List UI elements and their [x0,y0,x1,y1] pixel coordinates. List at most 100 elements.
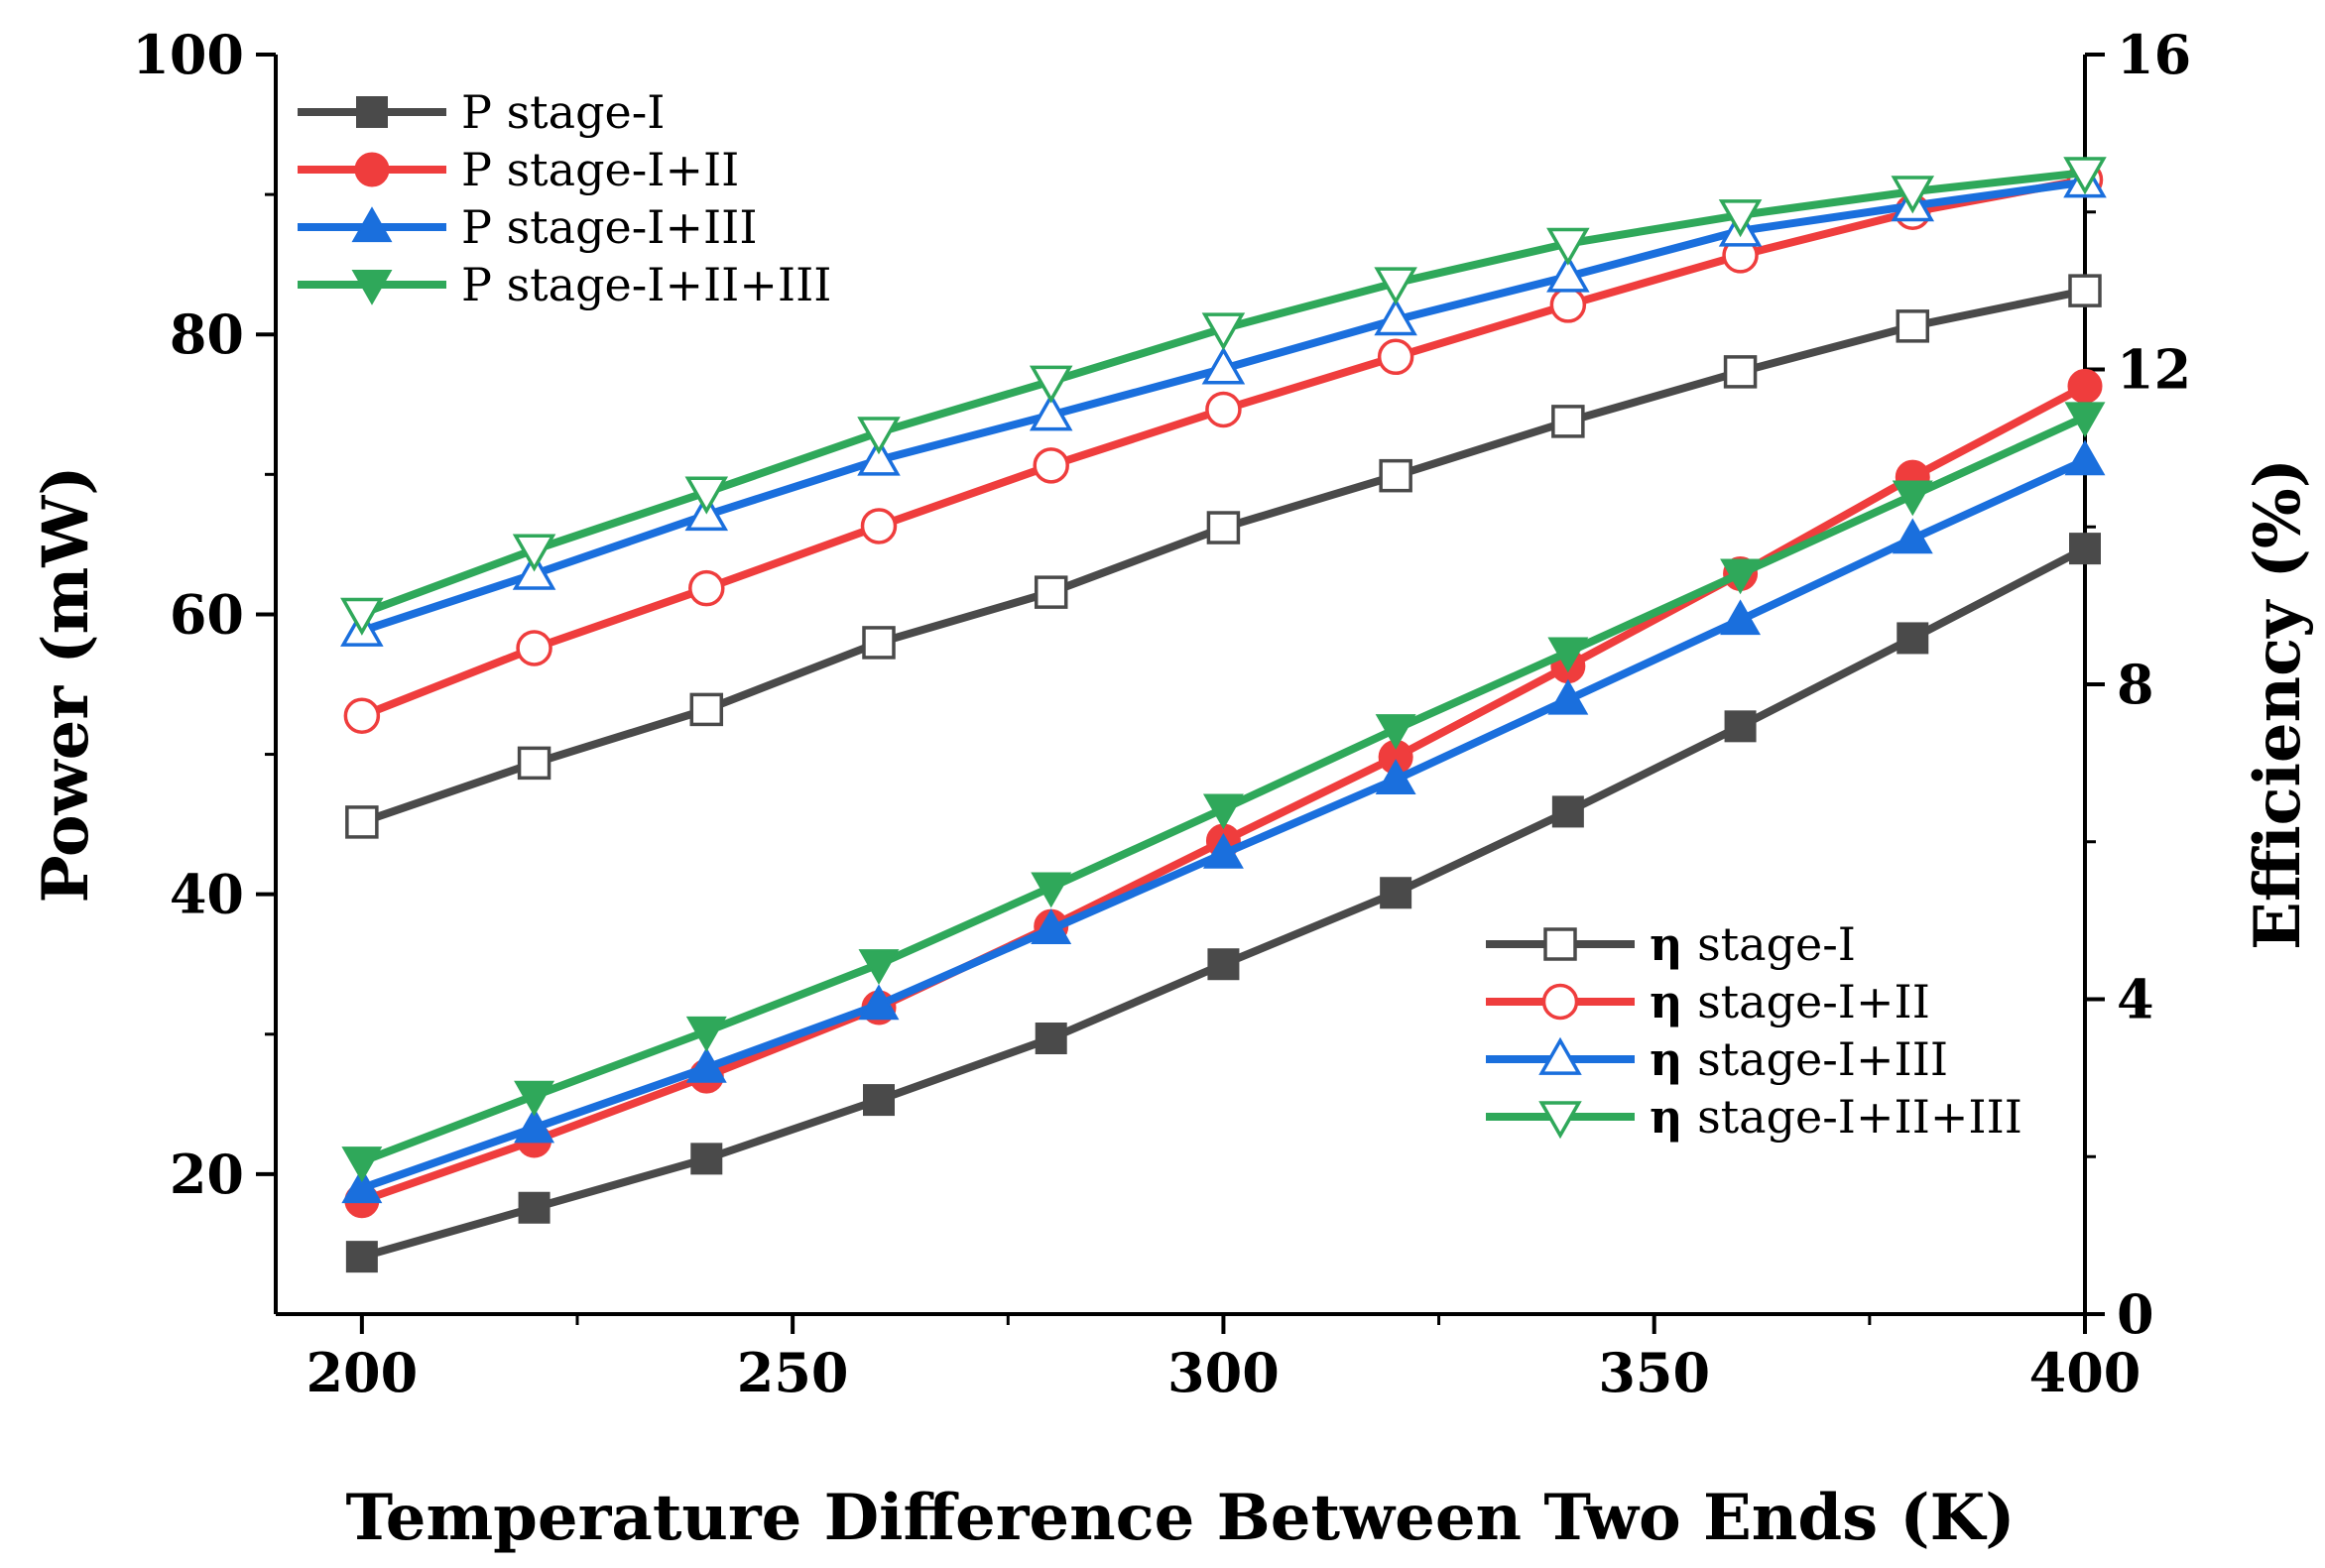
legend-entry: η stage-I+II+III [1486,1090,2022,1144]
data-point [1029,393,1073,431]
y-tick-label: 20 [170,1143,244,1206]
data-point [2069,533,2101,565]
data-point [2064,439,2106,476]
data-point [1724,710,1757,743]
data-point [1720,599,1762,636]
legend-label: η stage-I+III [1650,1032,1948,1086]
data-point [1551,405,1585,438]
x-tick-label: 300 [1167,1341,1280,1404]
data-point [1031,908,1072,945]
data-point [1202,793,1244,830]
data-point [1202,832,1244,869]
legend-marker [354,152,390,187]
legend-marker [1541,983,1579,1021]
data-point [516,630,552,666]
y2-tick-label: 0 [2117,1282,2154,1346]
legend-entry: P stage-I+II [298,143,739,196]
legend-label: P stage-I+II [461,143,739,196]
legend-entry: η stage-I+II [1486,975,1930,1028]
data-point [1206,511,1241,544]
x-tick-label: 250 [737,1341,849,1404]
data-point [2064,402,2106,438]
data-point [1897,622,1929,655]
x-tick-label: 350 [1598,1341,1710,1404]
x-tick-label: 200 [306,1341,418,1404]
y-axis-title: Power (mW) [29,465,103,903]
data-point [1034,575,1068,609]
legend-entry: P stage-I [298,85,665,139]
x-axis-title: Temperature Difference Between Two Ends … [345,1481,2015,1555]
data-point [340,597,384,636]
data-point [345,1241,378,1273]
legend-marker [1538,1101,1582,1140]
data-point [343,697,381,734]
series-line [360,544,2087,1261]
legend-label: η stage-I+II [1650,975,1930,1028]
data-point [345,805,379,839]
legend-entry: P stage-I+II+III [298,258,831,311]
data-point [514,1080,555,1117]
x-tick-label: 400 [2029,1341,2141,1404]
y2-tick-label: 8 [2117,653,2154,716]
data-point [341,1167,383,1204]
data-point [2068,274,2102,307]
data-point [685,1016,727,1052]
y-tick-label: 100 [132,23,244,86]
data-point [684,476,729,515]
series-0 [345,533,2101,1273]
data-point [863,1084,895,1117]
data-point [857,437,901,476]
data-point [1723,355,1758,389]
legend-marker [351,206,393,243]
data-point [1379,458,1412,493]
data-point [1720,558,1762,595]
data-point [858,984,900,1021]
legend-label: η stage-I+II+III [1650,1090,2022,1144]
legend-label: P stage-I [461,85,665,139]
legend-entry: P stage-I+III [298,200,758,254]
data-point [1207,948,1240,981]
data-point [688,569,725,607]
data-point [857,417,901,455]
data-point [858,949,900,985]
data-point [514,1107,555,1144]
data-point [690,1143,723,1175]
data-point [2067,368,2103,404]
series-2 [341,439,2106,1204]
data-point [1891,176,1935,214]
y-tick-label: 80 [170,302,244,366]
data-point [860,508,898,544]
legend-marker [356,96,388,128]
data-point [1546,227,1590,266]
data-point [1201,346,1246,385]
legend-label: P stage-I+III [461,200,758,254]
data-point [862,626,896,660]
legend-marker [351,269,393,305]
data-point [1035,1023,1067,1055]
data-point [512,534,556,572]
data-point [1551,795,1584,828]
series-7 [340,157,2107,636]
data-point [1547,678,1589,715]
y2-tick-label: 4 [2117,968,2154,1031]
data-point [1377,338,1414,376]
y-tick-label: 40 [170,863,244,926]
data-point [1374,298,1417,336]
data-point [685,1046,727,1083]
data-point [1374,267,1417,305]
data-point [517,746,551,781]
data-point [1205,391,1242,428]
y2-tick-label: 16 [2117,23,2191,86]
series-layer [340,157,2107,1273]
y2-axis-title: Efficiency (%) [2241,458,2315,950]
series-3 [341,402,2106,1182]
legend-label: P stage-I+II+III [461,258,831,311]
data-point [1547,637,1589,673]
y-tick-label: 60 [170,582,244,646]
data-point [341,1146,383,1182]
series-4 [345,274,2102,839]
axis-ticks: 200 250 300 350 400 20 40 60 80 100 0 4 8 12 16 [132,23,2191,1404]
data-point [1029,365,1073,404]
